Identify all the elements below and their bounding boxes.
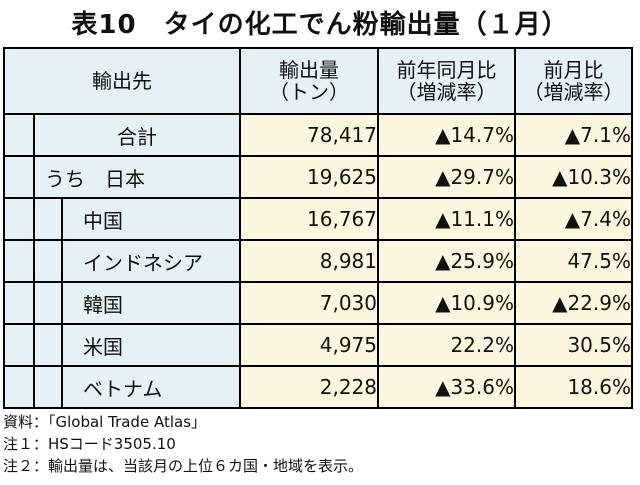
- cell-yoy: ▲33.6%: [377, 365, 516, 409]
- table-row: うち 日本 19,625 ▲29.7% ▲10.3%: [3, 155, 633, 199]
- cell-yoy: ▲10.9%: [377, 281, 516, 325]
- header-mom-line1: 前月比: [543, 58, 604, 82]
- cell-volume: 16,767: [239, 197, 379, 241]
- row-label-text: ベトナム: [83, 376, 163, 401]
- cell-yoy: ▲25.9%: [377, 239, 516, 283]
- cell-yoy: ▲14.7%: [377, 113, 516, 157]
- cell-mom: ▲7.4%: [514, 197, 633, 241]
- row-label-total: 合計: [3, 113, 241, 157]
- cell-mom: 47.5%: [514, 239, 633, 283]
- cell-mom: ▲7.1%: [514, 113, 633, 157]
- cell-mom: 30.5%: [514, 323, 633, 367]
- row-label-japan: うち 日本: [3, 155, 241, 199]
- table-row: 米国 4,975 22.2% 30.5%: [3, 323, 633, 367]
- header-volume: 輸出量 （トン）: [239, 47, 379, 115]
- row-label-text: 米国: [83, 334, 123, 359]
- cell-volume: 19,625: [239, 155, 379, 199]
- cell-yoy: ▲11.1%: [377, 197, 516, 241]
- source-note: 資料：「Global Trade Atlas」: [3, 413, 207, 431]
- row-label-korea: 韓国: [3, 281, 241, 325]
- row-label-vietnam: ベトナム: [3, 365, 241, 409]
- footnotes: 資料：「Global Trade Atlas」 注１：HSコード3505.10 …: [3, 411, 363, 477]
- table-row: 合計 78,417 ▲14.7% ▲7.1%: [3, 113, 633, 157]
- cell-volume: 2,228: [239, 365, 379, 409]
- cell-yoy: ▲29.7%: [377, 155, 516, 199]
- header-mom-line2: （増減率）: [523, 80, 624, 104]
- cell-volume: 8,981: [239, 239, 379, 283]
- note-2: 注２：輸出量は、当該月の上位６カ国・地域を表示。: [3, 457, 364, 475]
- row-label-text: 韓国: [83, 292, 123, 317]
- header-yoy-line1: 前年同月比: [396, 58, 497, 82]
- page-title: 表10 タイの化工でん粉輸出量（１月）: [71, 10, 569, 40]
- header-destination: 輸出先: [3, 47, 241, 115]
- row-label-text: 中国: [83, 208, 123, 233]
- header-row: 輸出先 輸出量 （トン） 前年同月比 （増減率） 前月比 （増減率）: [3, 47, 633, 115]
- header-mom: 前月比 （増減率）: [514, 47, 633, 115]
- header-yoy: 前年同月比 （増減率）: [377, 47, 516, 115]
- cell-volume: 78,417: [239, 113, 379, 157]
- cell-mom: ▲22.9%: [514, 281, 633, 325]
- cell-mom: ▲10.3%: [514, 155, 633, 199]
- row-label-china: 中国: [3, 197, 241, 241]
- header-volume-line2: （トン）: [269, 80, 349, 104]
- row-label-indonesia: インドネシア: [3, 239, 241, 283]
- table-row: 中国 16,767 ▲11.1% ▲7.4%: [3, 197, 633, 241]
- row-label-text: 合計: [117, 124, 157, 149]
- table-row: インドネシア 8,981 ▲25.9% 47.5%: [3, 239, 633, 283]
- table-row: ベトナム 2,228 ▲33.6% 18.6%: [3, 365, 633, 409]
- header-yoy-line2: （増減率）: [396, 80, 497, 104]
- cell-volume: 7,030: [239, 281, 379, 325]
- row-label-text: うち 日本: [45, 166, 145, 191]
- row-label-usa: 米国: [3, 323, 241, 367]
- cell-yoy: 22.2%: [377, 323, 516, 367]
- export-table: 輸出先 輸出量 （トン） 前年同月比 （増減率） 前月比 （増減率） 合計 78…: [3, 47, 633, 409]
- header-volume-line1: 輸出量: [279, 58, 339, 82]
- cell-mom: 18.6%: [514, 365, 633, 409]
- cell-volume: 4,975: [239, 323, 379, 367]
- table-row: 韓国 7,030 ▲10.9% ▲22.9%: [3, 281, 633, 325]
- row-label-text: インドネシア: [83, 250, 203, 275]
- note-1: 注１：HSコード3505.10: [3, 435, 176, 453]
